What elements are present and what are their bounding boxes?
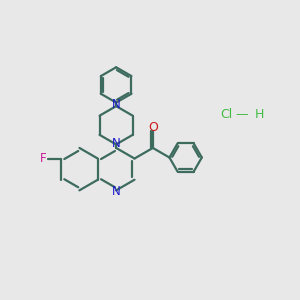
Text: O: O [148, 121, 158, 134]
Text: Cl: Cl [221, 108, 233, 121]
Text: N: N [112, 185, 121, 198]
Text: F: F [40, 152, 47, 165]
Text: H: H [254, 108, 264, 121]
Text: —: — [235, 108, 247, 121]
Text: N: N [112, 98, 121, 111]
Text: N: N [112, 137, 121, 150]
